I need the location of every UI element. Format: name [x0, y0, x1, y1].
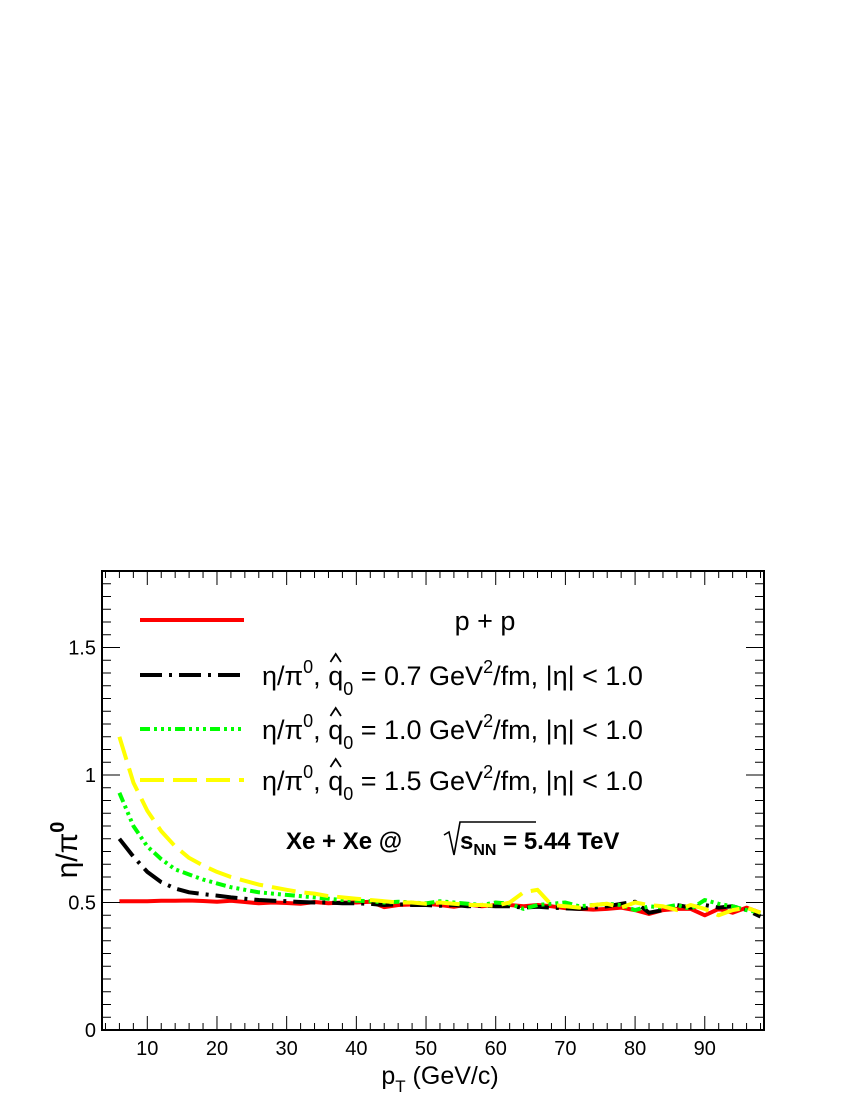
sqrt-icon	[443, 821, 536, 856]
x-tick-label: 70	[554, 1038, 576, 1060]
svg-text:sNN = 5.44 TeV: sNN = 5.44 TeV	[460, 828, 619, 859]
legend: p + p η/π0, q0 = 0.7 GeV2/fm, |η| < 1.0 η/…	[140, 606, 643, 804]
annotation-suffix: = 5.44 TeV	[496, 828, 619, 855]
svg-text:Xe + Xe @: Xe + Xe @	[286, 828, 402, 855]
series-layer	[117, 736, 762, 919]
q-hat-symbol: q	[328, 766, 343, 796]
y-axis-title-main: η/π	[51, 833, 84, 879]
hat-icon	[329, 757, 342, 768]
x-tick-label: 90	[694, 1038, 716, 1060]
hat-icon	[329, 706, 342, 717]
series-line-1	[117, 837, 762, 919]
annotation-sym: s	[460, 828, 473, 855]
legend-label-3: η/π0, q0 = 1.5 GeV2/fm, |η| < 1.0	[262, 762, 643, 804]
plot-frame	[101, 570, 765, 1031]
y-tick-label: 0	[85, 1020, 96, 1042]
q-hat-symbol: q	[328, 715, 343, 745]
ticks-layer	[102, 571, 764, 1031]
tick-labels: 10 20 30 40 50 60 70 80 90 0 0.5 1 1.5	[68, 638, 716, 1061]
y-tick-label: 0.5	[68, 893, 96, 915]
x-tick-label: 30	[276, 1038, 298, 1060]
legend-label-2: η/π0, q0 = 1.0 GeV2/fm, |η| < 1.0	[262, 711, 643, 753]
x-axis-title: pT (GeV/c)	[381, 1062, 498, 1096]
series-line-3	[117, 736, 762, 918]
x-tick-label: 50	[415, 1038, 437, 1060]
x-tick-label: 20	[206, 1038, 228, 1060]
x-tick-label: 60	[485, 1038, 507, 1060]
x-axis-title-sub: T	[395, 1077, 405, 1096]
x-axis-title-main: p	[381, 1062, 395, 1090]
x-tick-label: 80	[624, 1038, 646, 1060]
y-axis-title-sup: 0	[47, 822, 69, 833]
y-tick-label: 1.5	[68, 638, 96, 660]
hat-icon	[329, 652, 342, 663]
y-tick-label: 1	[85, 765, 96, 787]
annotation-sub: NN	[473, 842, 496, 859]
series-line-2	[117, 792, 761, 915]
x-tick-label: 40	[345, 1038, 367, 1060]
x-axis-title-unit: (GeV/c)	[406, 1062, 499, 1090]
y-axis-title: η/π0	[47, 822, 84, 879]
x-tick-label: 10	[136, 1038, 158, 1060]
annotation-prefix: Xe + Xe @	[286, 828, 402, 855]
legend-label-1: η/π0, q0 = 0.7 GeV2/fm, |η| < 1.0	[262, 657, 643, 699]
collision-annotation: Xe + Xe @ sNN = 5.44 TeV	[286, 821, 619, 859]
legend-label-0: p + p	[455, 606, 516, 636]
q-hat-symbol: q	[328, 661, 343, 691]
